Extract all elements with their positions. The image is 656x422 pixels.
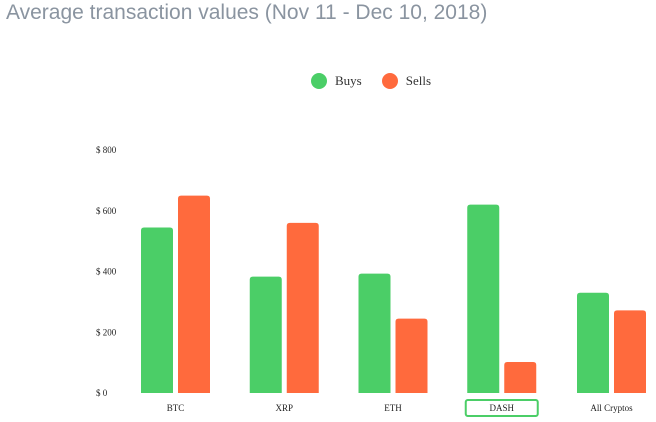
bar-sells-btc[interactable]	[178, 195, 210, 393]
x-category-label: XRP	[275, 403, 293, 413]
legend-swatch-buys	[311, 73, 327, 89]
bar-buys-dash[interactable]	[467, 204, 500, 393]
chart-title: Average transaction values (Nov 11 - Dec…	[6, 1, 488, 24]
x-category-label: All Cryptos	[590, 403, 633, 413]
y-tick-label: $ 600	[96, 206, 117, 216]
y-tick-label: $ 400	[96, 267, 117, 277]
bar-sells-dash[interactable]	[504, 362, 537, 393]
bar-buys-eth[interactable]	[358, 273, 391, 393]
y-tick-label: $ 200	[96, 327, 117, 337]
y-tick-label: $ 0	[96, 388, 108, 398]
legend-label-buys: Buys	[335, 73, 362, 88]
y-tick-label: $ 800	[96, 145, 117, 155]
legend: Buys Sells	[311, 73, 451, 89]
x-category-label: ETH	[384, 403, 402, 413]
legend-item-sells[interactable]: Sells	[381, 73, 432, 89]
bar-sells-eth[interactable]	[395, 318, 428, 393]
x-category-label: BTC	[167, 403, 185, 413]
legend-swatch-sells	[381, 73, 398, 89]
category-highlight-box[interactable]	[464, 399, 539, 417]
x-category-label: DASH	[489, 403, 514, 413]
bar-sells-xrp[interactable]	[286, 222, 319, 393]
legend-item-buys[interactable]: Buys	[311, 73, 362, 89]
bar-buys-xrp[interactable]	[249, 276, 282, 393]
legend-label-sells: Sells	[405, 73, 432, 88]
bar-sells-all-cryptos[interactable]	[614, 310, 646, 393]
bar-buys-btc[interactable]	[141, 227, 173, 393]
bar-buys-all-cryptos[interactable]	[577, 292, 609, 393]
